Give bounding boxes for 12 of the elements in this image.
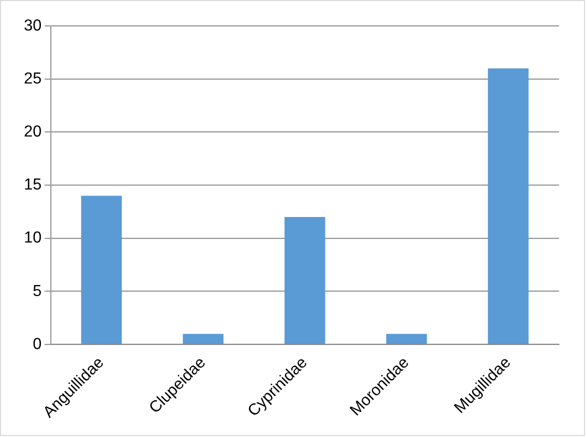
bar	[488, 68, 529, 344]
y-tick-label: 0	[32, 336, 42, 353]
y-tick-label: 20	[24, 123, 42, 140]
bar	[182, 334, 224, 344]
y-tick-label: 5	[32, 282, 42, 300]
bar	[386, 334, 427, 344]
y-tick-label: 10	[24, 230, 42, 247]
bar	[81, 196, 122, 344]
y-tick-label: 30	[24, 17, 42, 34]
y-tick-label: 25	[24, 70, 42, 88]
y-tick-label: 15	[24, 176, 42, 194]
bar	[284, 217, 326, 344]
